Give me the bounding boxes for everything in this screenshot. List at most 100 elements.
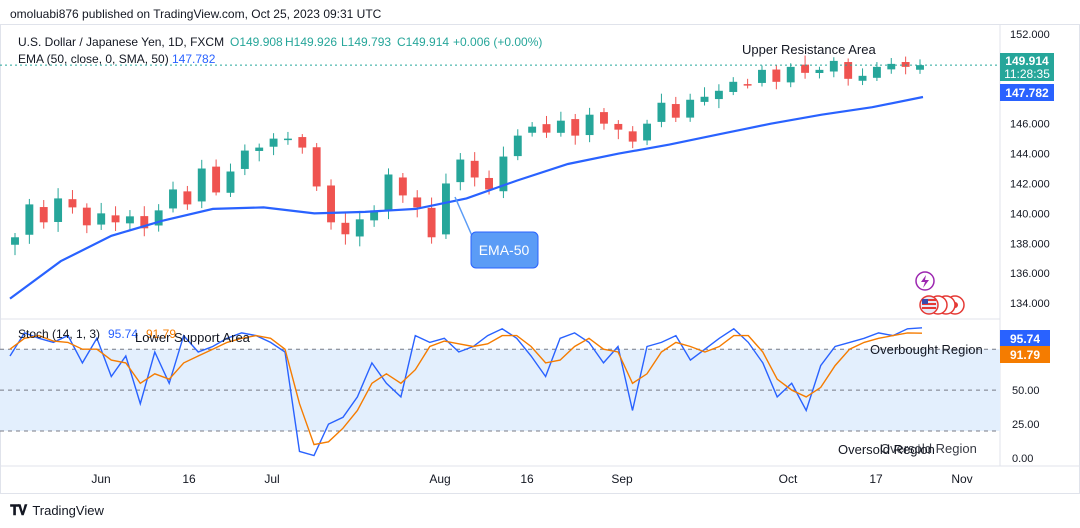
candle-body [82, 207, 91, 226]
candles-layer [0, 55, 1000, 256]
candle-body [528, 126, 537, 133]
symbol-title: U.S. Dollar / Japanese Yen, 1D, FXCM [18, 35, 224, 49]
candle-body [355, 219, 364, 237]
candle-body [111, 215, 120, 223]
candle-body [54, 198, 63, 222]
ohlc-high: H149.926 [285, 35, 337, 49]
candle-body [197, 168, 206, 202]
candle-body [700, 96, 709, 102]
tradingview-logo-icon: 𝐓𝐕 [10, 502, 27, 518]
brand-name: TradingView [32, 503, 104, 518]
candle-body [628, 131, 637, 142]
candle-body [556, 120, 565, 133]
stoch-band-layer [0, 348, 1000, 432]
candle-body [456, 159, 465, 183]
stoch-d-tag [1000, 346, 1050, 363]
candle-body [25, 204, 34, 235]
candle-body [729, 81, 738, 92]
tradingview-brand[interactable]: 𝐓𝐕 TradingView [10, 502, 104, 519]
time-tick-label: Aug [429, 472, 450, 486]
overbought-label: Overbought Region [870, 342, 983, 357]
candle-body [844, 62, 853, 79]
candle-body [341, 222, 350, 235]
stoch-k-tag-value: 95.74 [1010, 332, 1040, 346]
candle-body [327, 185, 335, 223]
price-tick-label: 138.000 [1010, 238, 1050, 250]
price-tick-label: 140.000 [1010, 208, 1050, 220]
candle-body [772, 69, 781, 82]
publish-info: omoluabi876 published on TradingView.com… [10, 7, 382, 21]
last-price-tag [1000, 53, 1054, 81]
candle-body [283, 138, 292, 141]
ema-price-value: 147.782 [1005, 86, 1049, 100]
candle-body [413, 197, 422, 208]
ema-callout-box[interactable] [470, 231, 539, 269]
price-tick-label: 152.000 [1010, 29, 1050, 41]
stoch-tick-label: 50.00 [1012, 385, 1040, 397]
candle-body [154, 210, 163, 226]
candle-body [255, 147, 264, 151]
last-price-value: 149.914 [1005, 54, 1049, 68]
time-tick-label: Sep [611, 472, 633, 486]
candle-body [815, 69, 824, 73]
candle-body [858, 75, 867, 81]
candle-body [614, 123, 623, 130]
ohlc-change: +0.006 (+0.00%) [453, 35, 542, 49]
stoch-k-line [9, 327, 923, 457]
ema-callout-text: EMA-50 [479, 242, 530, 258]
candle-body [11, 237, 19, 245]
candle-body [298, 137, 307, 148]
stoch-layer [9, 327, 923, 457]
stoch-legend-d: 91.79 [146, 327, 176, 341]
ema-layer [9, 95, 924, 300]
candle-body [370, 210, 379, 221]
candle-body [643, 123, 652, 141]
candle-body [513, 135, 522, 157]
price-tick-label: 136.000 [1010, 268, 1050, 280]
candle-body [600, 112, 608, 124]
stoch-tick-label: 25.00 [1012, 419, 1040, 431]
candle-body [485, 177, 493, 190]
candle-body [499, 156, 508, 192]
time-tick-label: 16 [520, 472, 534, 486]
oversold-label-overlap: Oversold Region [880, 441, 977, 456]
candle-body [686, 99, 695, 118]
ema-callout-pointer [454, 196, 474, 239]
candle-body [240, 150, 249, 169]
candle-body [68, 199, 77, 208]
stoch-d-line [9, 332, 923, 446]
candle-body [442, 183, 450, 235]
candle-body [887, 63, 896, 70]
us-flag-events-icon[interactable] [919, 295, 965, 315]
time-tick-label: 17 [869, 472, 883, 486]
time-tick-label: 16 [182, 472, 196, 486]
ohlc-close: C149.914 [397, 35, 449, 49]
stoch-k-tag [1000, 330, 1050, 347]
ema-legend-label: EMA (50, close, 0, SMA, 50) [18, 52, 169, 66]
candle-body [169, 189, 177, 209]
candle-body [916, 65, 924, 70]
stoch-d-tag-value: 91.79 [1010, 348, 1040, 362]
candle-body [786, 66, 795, 83]
upper-resistance-label: Upper Resistance Area [742, 42, 876, 57]
ema-legend-value: 147.782 [172, 52, 216, 66]
candle-body [384, 174, 393, 211]
candle-body [714, 90, 723, 100]
time-tick-label: Jun [91, 472, 110, 486]
lightning-bolt-icon [921, 275, 929, 288]
stoch-legend-k: 95.74 [108, 327, 138, 341]
candle-body [542, 124, 551, 133]
candle-body [470, 160, 479, 178]
candle-body [125, 216, 134, 224]
ema-50-line [9, 95, 924, 300]
candle-body [183, 191, 192, 205]
candle-body [758, 69, 766, 83]
price-tick-label: 142.000 [1010, 178, 1050, 190]
candle-body [39, 207, 48, 223]
price-tick-label: 144.000 [1010, 149, 1050, 161]
candle-body [212, 166, 221, 193]
candle-body [97, 213, 106, 225]
candle-body [872, 66, 881, 78]
ohlc-low: L149.793 [341, 35, 391, 49]
